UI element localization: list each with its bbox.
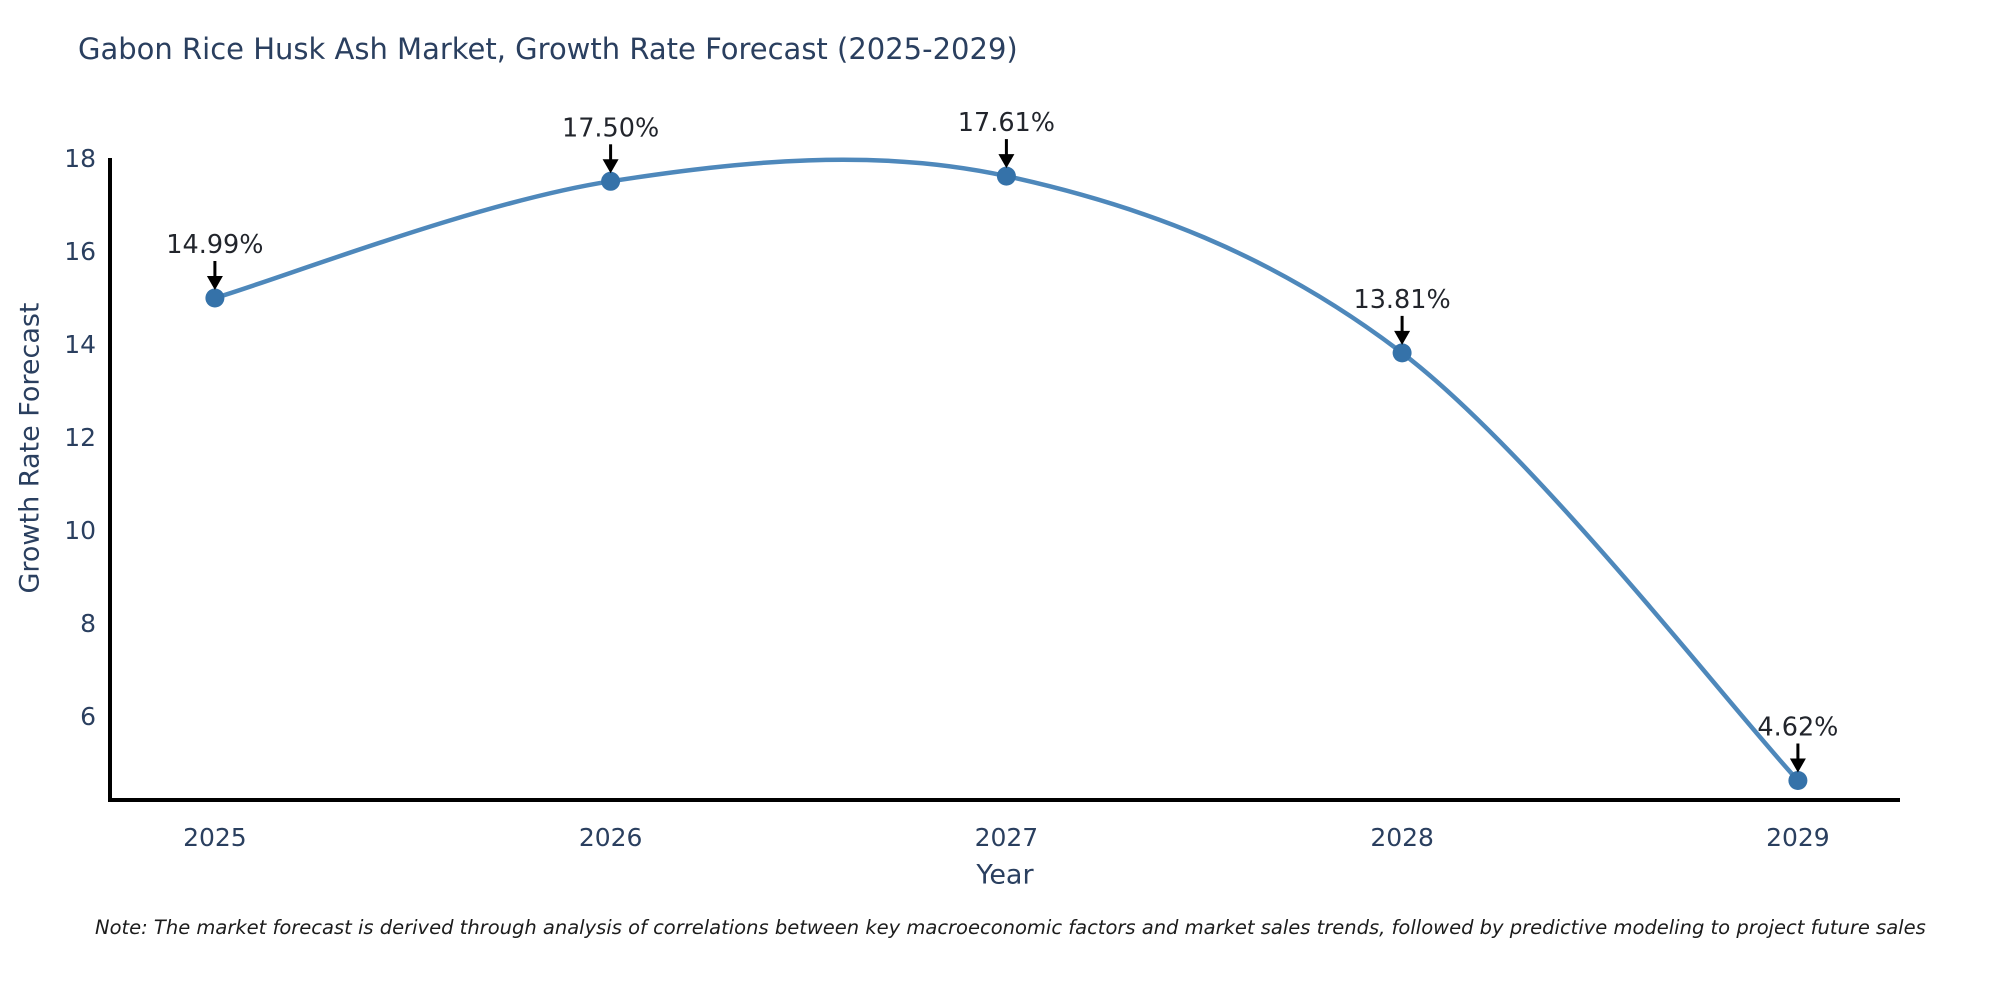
annotation-2029: 4.62% xyxy=(1757,713,1838,773)
chart-title: Gabon Rice Husk Ash Market, Growth Rate … xyxy=(78,32,1018,66)
series-curve xyxy=(212,157,1801,783)
x-tick-label-2025: 2025 xyxy=(183,823,247,852)
series-line xyxy=(205,157,1808,790)
x-tick-label-2029: 2029 xyxy=(1766,823,1830,852)
x-tick-label-2026: 2026 xyxy=(579,823,643,852)
point-label-2025: 14.99% xyxy=(166,230,263,260)
y-tick-label-8: 8 xyxy=(80,609,96,638)
axis-spines xyxy=(108,158,1900,802)
y-tick-label-10: 10 xyxy=(64,516,96,545)
axes xyxy=(108,158,1900,802)
data-point-marker-2025 xyxy=(205,288,225,308)
point-label-2027: 17.61% xyxy=(958,108,1055,138)
y-tick-label-6: 6 xyxy=(80,702,96,731)
annotation-2025: 14.99% xyxy=(166,230,264,290)
point-label-2029: 4.62% xyxy=(1757,713,1838,743)
annotation-2027: 17.61% xyxy=(958,108,1055,169)
annotation-arrowhead-icon xyxy=(602,159,619,174)
tick-labels: 6 8 10 12 14 16 18 2025 2026 2027 2028 2029 xyxy=(64,144,1830,852)
y-tick-label-12: 12 xyxy=(64,423,96,452)
annotation-arrowhead-icon xyxy=(998,154,1015,169)
annotation-2026: 17.50% xyxy=(562,113,659,174)
annotation-arrowhead-icon xyxy=(1789,758,1806,773)
data-point-marker-2029 xyxy=(1788,771,1808,790)
footnote: Note: The market forecast is derived thr… xyxy=(95,916,1926,939)
x-tick-label-2028: 2028 xyxy=(1370,823,1434,852)
annotations: 14.99% 17.50% 17.61% 13.81% 4.62% xyxy=(166,108,1838,773)
annotation-arrowhead-icon xyxy=(1394,330,1411,345)
point-label-2028: 13.81% xyxy=(1353,285,1450,315)
y-axis-title: Growth Rate Forecast xyxy=(14,302,46,594)
annotation-arrowhead-icon xyxy=(206,276,223,290)
data-point-marker-2026 xyxy=(601,171,621,191)
y-tick-label-16: 16 xyxy=(64,237,96,266)
y-tick-label-14: 14 xyxy=(64,330,96,359)
data-point-marker-2027 xyxy=(996,166,1016,186)
y-tick-label-18: 18 xyxy=(64,144,96,173)
x-axis-title: Year xyxy=(976,859,1034,891)
annotation-2028: 13.81% xyxy=(1353,285,1451,345)
x-tick-label-2027: 2027 xyxy=(975,823,1039,852)
point-label-2026: 17.50% xyxy=(562,113,659,143)
data-point-marker-2028 xyxy=(1392,343,1412,363)
